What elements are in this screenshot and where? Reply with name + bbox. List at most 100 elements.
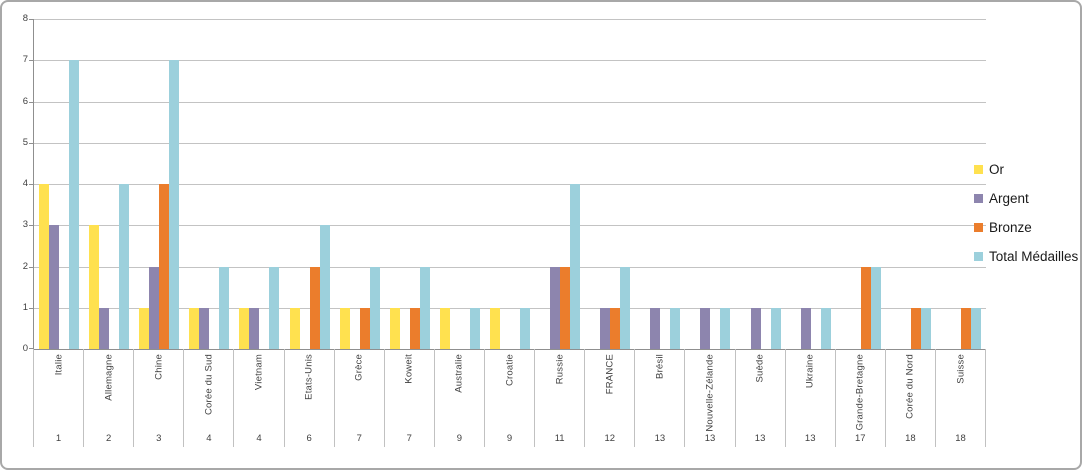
bar-bronze: [309, 266, 320, 349]
category-bars-koweit: [385, 19, 435, 349]
legend-label-argent: Argent: [989, 191, 1029, 206]
category-rank: 12: [604, 433, 616, 444]
category-axis-cell-allemagne: Allemagne 2: [83, 349, 133, 447]
category-axis-cell-coree-du-nord: Corée du Nord 18: [884, 349, 935, 447]
category-label: Italie: [53, 354, 65, 376]
category-bars-coree-du-nord: [886, 19, 936, 349]
y-axis-tick: [29, 307, 33, 309]
category-bars-grece: [335, 19, 385, 349]
category-bars-suisse: [936, 19, 986, 349]
category-label: Australie: [453, 354, 465, 393]
category-label: Nouvelle-Zélande: [704, 354, 716, 432]
y-tick-label: 3: [22, 219, 28, 231]
bar-total-medailles: [670, 307, 681, 349]
category-axis-cell-vietnam: Vietnam 4: [233, 349, 283, 447]
bar-total-medailles: [69, 60, 80, 349]
category-axis-cell-etats-unis: Etats-Unis 6: [283, 349, 334, 447]
category-rank: 17: [855, 433, 866, 444]
category-rank: 9: [506, 433, 513, 444]
gridline: [34, 266, 986, 268]
category-rank: 7: [356, 433, 362, 444]
gridline: [34, 184, 986, 185]
category-rank: 13: [804, 433, 816, 444]
bar-total-medailles: [620, 266, 631, 349]
category-axis-cell-france: FRANCE 12: [584, 349, 634, 447]
bar-argent: [700, 307, 711, 349]
category-rank: 13: [704, 433, 716, 444]
category-axis-cell-nouvelle-zelande: Nouvelle-Zélande 13: [684, 349, 734, 447]
legend-swatch-or: [974, 165, 983, 174]
category-bars-nouvelle-zelande: [685, 19, 735, 349]
y-axis-tick: [29, 225, 33, 227]
legend-label-total-medailles: Total Médailles: [989, 249, 1079, 264]
category-bars-croatie: [485, 19, 535, 349]
bar-bronze: [910, 307, 921, 349]
category-rank: 7: [406, 433, 412, 444]
category-axis-cell-croatie: Croatie 9: [483, 349, 534, 447]
legend-item-bronze: Bronze: [974, 213, 1078, 242]
category-axis-cell-coree-du-sud: Corée du Sud 4: [183, 349, 233, 447]
bar-argent: [750, 307, 761, 349]
plot-area: [29, 19, 986, 350]
category-label: Koweit: [403, 354, 415, 384]
bar-total-medailles: [870, 266, 881, 349]
bar-total-medailles: [219, 266, 230, 349]
legend-item-or: Or: [974, 155, 1078, 184]
category-label: Grande-Bretagne: [854, 354, 866, 431]
y-axis-tick: [29, 19, 33, 20]
category-bars-grande-bretagne: [836, 19, 886, 349]
legend-label-or: Or: [989, 162, 1004, 177]
bar-total-medailles: [820, 307, 831, 349]
y-tick-label: 7: [22, 54, 28, 66]
legend-label-bronze: Bronze: [989, 220, 1032, 235]
category-axis-cell-australie: Australie 9: [433, 349, 484, 447]
bar-total-medailles: [169, 60, 180, 349]
category-rank: 2: [106, 433, 112, 444]
category-label: Suède: [754, 354, 766, 383]
bar-total-medailles: [920, 307, 931, 349]
category-rank: 18: [905, 433, 916, 444]
category-label: Allemagne: [103, 354, 115, 401]
bar-total-medailles: [319, 225, 330, 349]
category-bars-etats-unis: [285, 19, 335, 349]
category-rank: 13: [754, 433, 766, 444]
category-label: FRANCE: [604, 354, 616, 395]
y-axis-tick: [29, 142, 33, 144]
category-axis: Italie 1 Allemagne 2 Chine 3 Corée du Sud 4 Viet…: [33, 349, 986, 447]
category-rank: 18: [955, 433, 966, 444]
bar-or: [389, 307, 400, 349]
bars-area: [34, 19, 986, 349]
y-tick-label: 6: [22, 95, 28, 107]
category-rank: 11: [554, 433, 565, 444]
bar-total-medailles: [770, 307, 781, 349]
y-tick-label: 0: [22, 343, 28, 354]
bar-or: [189, 307, 200, 349]
bar-bronze: [961, 307, 972, 349]
category-bars-chine: [134, 19, 184, 349]
bar-bronze: [409, 307, 420, 349]
gridline: [34, 60, 986, 62]
category-axis-cell-russie: Russie 11: [534, 349, 584, 447]
category-bars-vietnam: [234, 19, 284, 349]
category-label: Corée du Nord: [904, 354, 916, 419]
category-bars-coree-du-sud: [184, 19, 234, 349]
y-tick-label: 5: [22, 136, 28, 148]
category-axis-cell-italie: Italie 1: [33, 349, 83, 447]
category-rank: 13: [654, 433, 666, 444]
y-tick-label: 2: [22, 260, 28, 272]
category-label: Ukraine: [804, 354, 816, 389]
y-axis-tick: [29, 101, 33, 103]
category-label: Suisse: [955, 354, 967, 384]
bar-argent: [49, 225, 60, 349]
category-rank: 3: [156, 433, 162, 444]
category-rank: 4: [256, 433, 262, 444]
category-axis-cell-ukraine: Ukraine 13: [784, 349, 835, 447]
bar-or: [289, 307, 300, 349]
legend-swatch-argent: [974, 194, 983, 203]
y-axis-tick: [29, 348, 33, 349]
bar-bronze: [359, 307, 370, 349]
category-bars-australie: [435, 19, 485, 349]
category-axis-cell-koweit: Koweit 7: [383, 349, 434, 447]
bar-total-medailles: [419, 266, 430, 349]
gridline: [34, 19, 986, 20]
